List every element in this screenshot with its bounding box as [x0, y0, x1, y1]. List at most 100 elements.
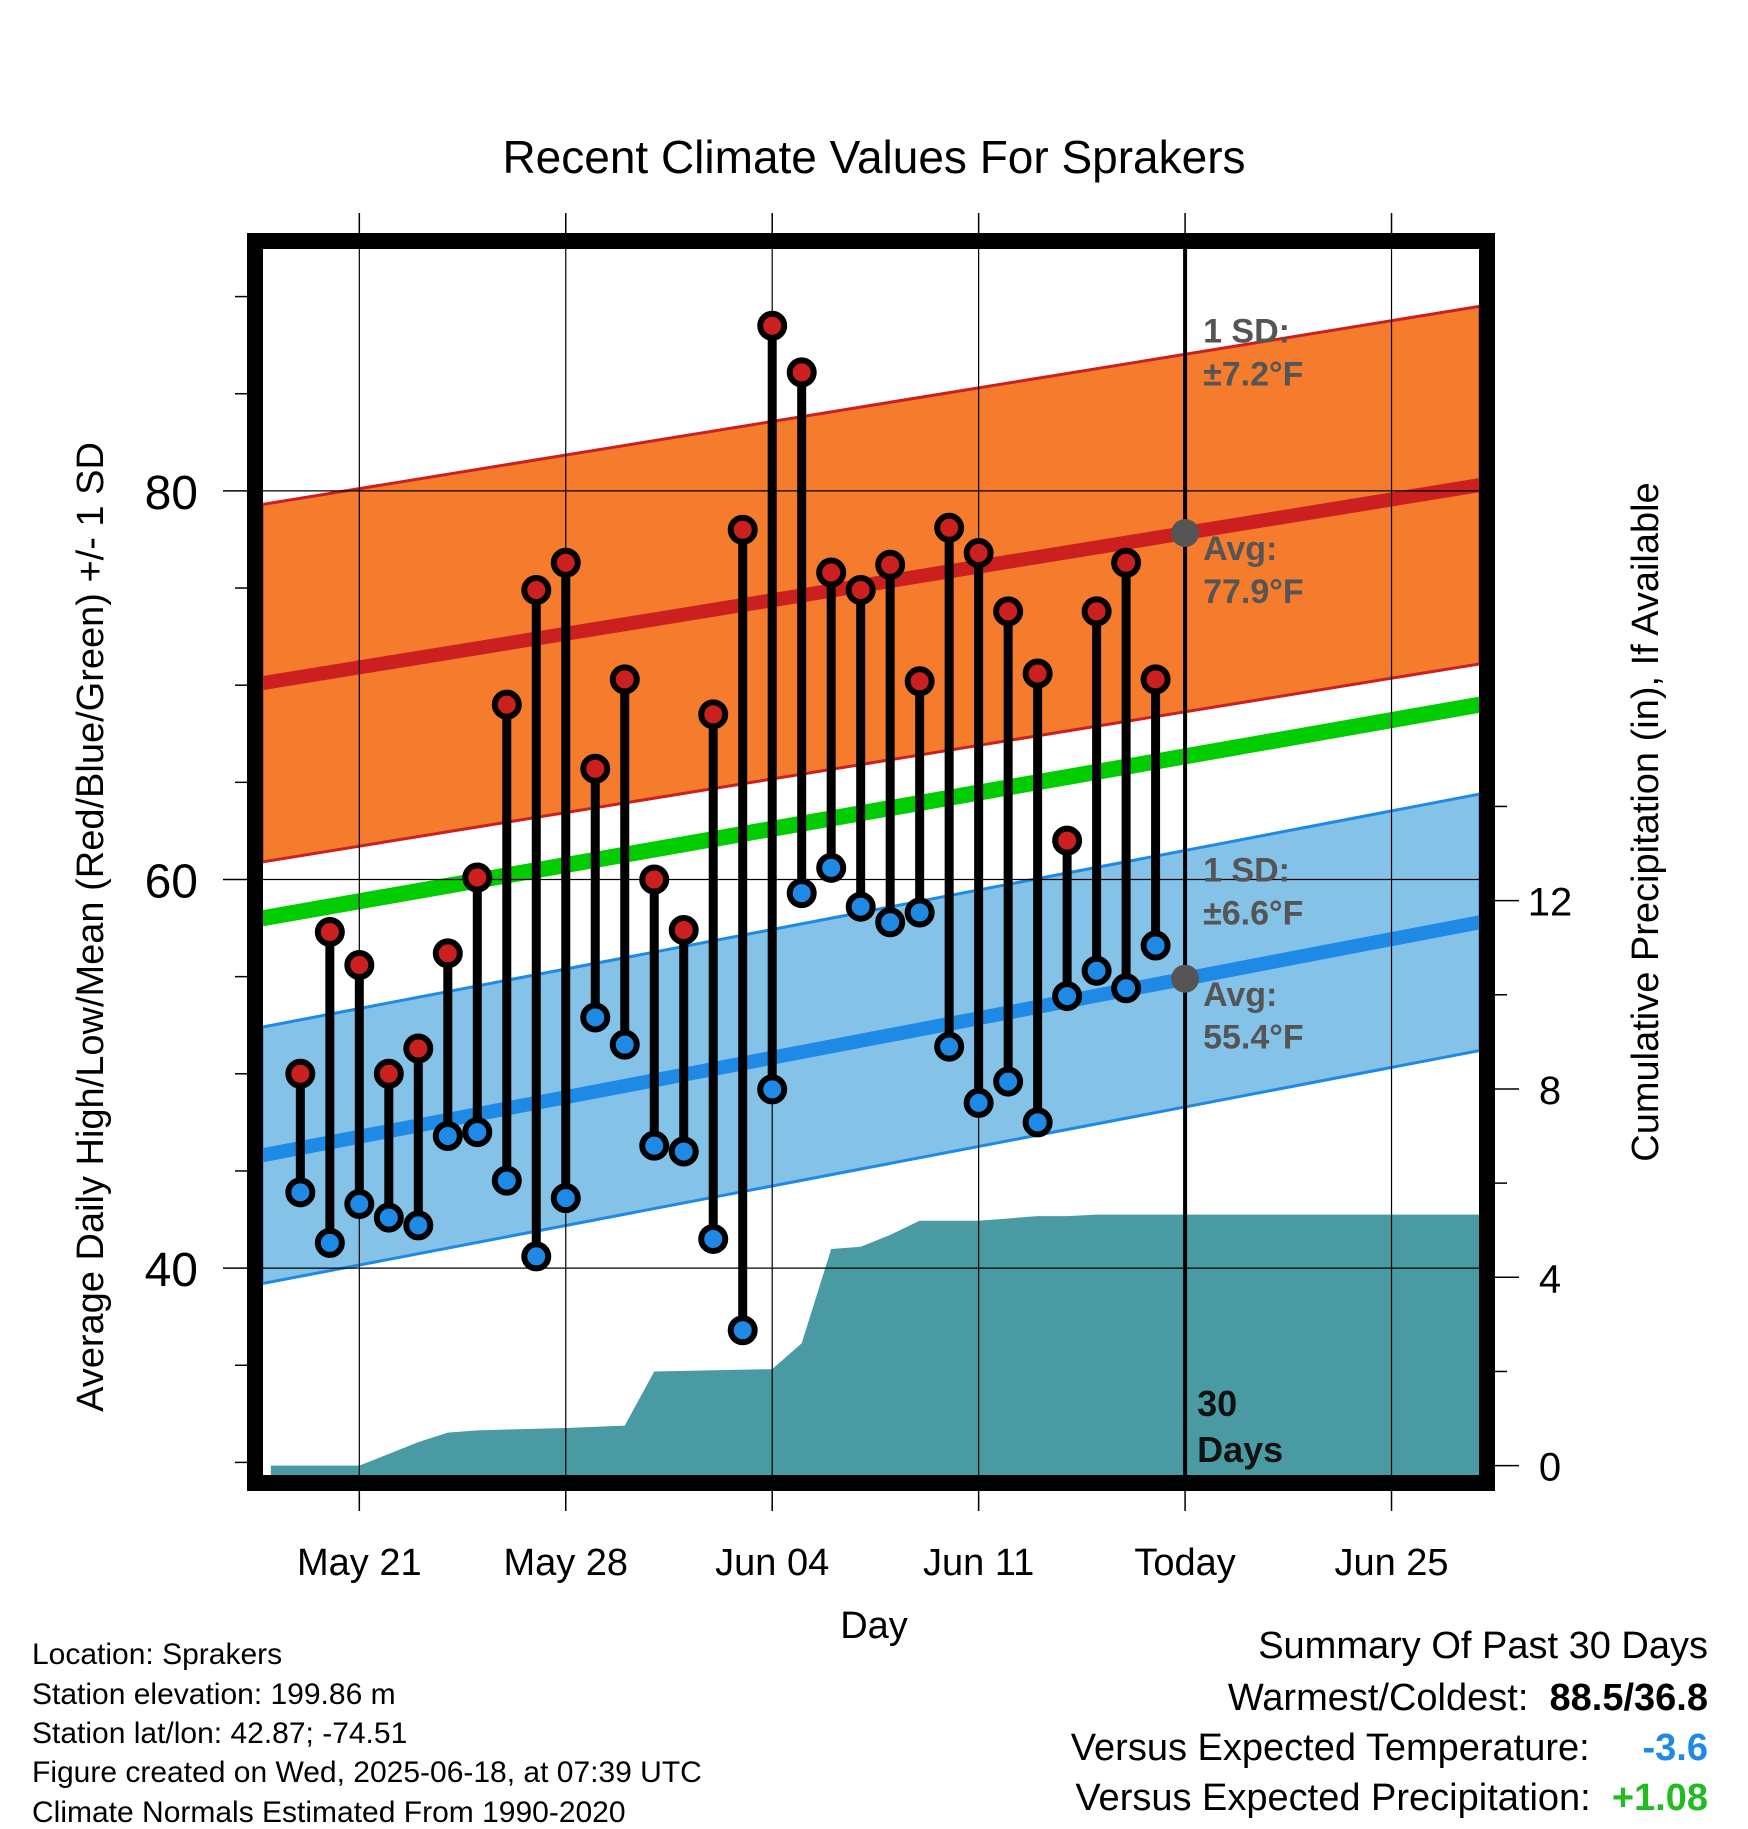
summary-temp: Versus Expected Temperature: -3.6 — [1071, 1729, 1708, 1767]
info-elevation: Station elevation: 199.86 m — [32, 1678, 396, 1711]
y2-axis-label: Cumulative Precipitation (in), If Availa… — [1625, 482, 1667, 1161]
daily-low-marker — [609, 1029, 640, 1060]
daily-low-marker — [314, 1227, 345, 1258]
daily-high-marker — [462, 862, 493, 893]
daily-high-marker — [727, 514, 758, 545]
temp-label: Versus Expected Temperature: — [1070, 1727, 1590, 1769]
high-sd-label: 1 SD: — [1203, 313, 1290, 351]
high-avg-value: 77.9°F — [1203, 573, 1304, 611]
daily-low-marker — [698, 1223, 729, 1254]
info-latlon: Station lat/lon: 42.87; -74.51 — [32, 1717, 408, 1750]
daily-high-marker — [344, 949, 375, 980]
daily-low-marker — [727, 1315, 758, 1346]
daily-low-marker — [580, 1002, 611, 1033]
low-avg-value: 55.4°F — [1203, 1019, 1304, 1057]
daily-high-marker — [639, 864, 670, 895]
high-avg-label: Avg: — [1203, 530, 1277, 568]
daily-low-marker — [521, 1241, 552, 1272]
daily-low-marker — [344, 1188, 375, 1219]
low-sd-value: ±6.6°F — [1203, 894, 1303, 932]
info-location: Location: Sprakers — [32, 1638, 283, 1671]
y-tick-label: 60 — [145, 855, 198, 908]
daily-high-marker — [403, 1033, 434, 1064]
daily-high-marker — [609, 664, 640, 695]
daily-low-marker — [757, 1074, 788, 1105]
temp-value: -3.6 — [1642, 1727, 1708, 1769]
x-axis-label: Day — [840, 1605, 908, 1647]
daily-high-marker — [786, 357, 817, 388]
x-tick-label: Jun 25 — [1334, 1542, 1448, 1584]
daily-high-marker — [668, 915, 699, 946]
daily-high-marker — [314, 916, 345, 947]
daily-low-marker — [875, 907, 906, 938]
x-tick-label: May 28 — [503, 1542, 628, 1584]
daily-high-marker — [875, 549, 906, 580]
daily-low-marker — [786, 878, 817, 909]
info-created: Figure created on Wed, 2025-06-18, at 07… — [32, 1756, 702, 1789]
warm-cold-label: Warmest/Coldest: — [1227, 1677, 1529, 1719]
summary-precip: Versus Expected Precipitation: +1.08 — [1075, 1779, 1708, 1817]
warm-cold-value: 88.5/36.8 — [1549, 1677, 1708, 1719]
daily-low-marker — [373, 1202, 404, 1233]
daily-high-marker — [491, 689, 522, 720]
daily-high-marker — [1052, 825, 1083, 856]
daily-high-marker — [521, 574, 552, 605]
daily-low-marker — [1081, 955, 1112, 986]
daily-low-marker — [904, 897, 935, 928]
daily-low-marker — [432, 1120, 463, 1151]
daily-low-marker — [1022, 1107, 1053, 1138]
y2-tick-label: 12 — [1528, 881, 1573, 925]
daily-high-marker — [698, 699, 729, 730]
today-high-avg-marker — [1171, 519, 1200, 548]
y-tick-label: 80 — [145, 467, 198, 520]
daily-high-marker — [432, 938, 463, 969]
daily-high-marker — [904, 666, 935, 697]
daily-low-marker — [550, 1183, 581, 1214]
precip-area — [270, 1214, 1480, 1476]
x-tick-label: Jun 11 — [923, 1542, 1034, 1584]
today-days-label-text: Days — [1197, 1429, 1283, 1470]
x-tick-label: May 21 — [297, 1542, 422, 1584]
daily-high-marker — [816, 557, 847, 588]
daily-low-marker — [816, 852, 847, 883]
x-tick-label: Today — [1134, 1542, 1235, 1584]
y2-tick-label: 0 — [1539, 1446, 1561, 1490]
daily-high-marker — [373, 1058, 404, 1089]
daily-high-marker — [1081, 596, 1112, 627]
x-tick-label: Jun 04 — [715, 1542, 829, 1584]
summary-heading: Summary Of Past 30 Days — [1258, 1625, 1708, 1667]
daily-low-marker — [285, 1177, 316, 1208]
daily-high-marker — [1111, 547, 1142, 578]
chart-title: Recent Climate Values For Sprakers — [502, 131, 1246, 183]
normal-low-line — [262, 915, 1480, 1163]
daily-low-marker — [668, 1136, 699, 1167]
daily-high-marker — [757, 310, 788, 341]
daily-high-marker — [934, 512, 965, 543]
daily-low-marker — [1052, 981, 1083, 1012]
high-sd-value: ±7.2°F — [1203, 355, 1303, 393]
y-axis-label: Average Daily High/Low/Mean (Red/Blue/Gr… — [70, 442, 112, 1412]
daily-low-marker — [462, 1117, 493, 1148]
daily-low-marker — [963, 1087, 994, 1118]
daily-low-marker — [993, 1066, 1024, 1097]
daily-high-marker — [963, 538, 994, 569]
y2-tick-label: 4 — [1539, 1257, 1561, 1301]
daily-low-marker — [934, 1031, 965, 1062]
daily-low-marker — [1140, 930, 1171, 961]
low-sd-label: 1 SD: — [1203, 852, 1290, 890]
info-normals: Climate Normals Estimated From 1990-2020 — [32, 1796, 626, 1829]
daily-high-marker — [580, 753, 611, 784]
daily-high-marker — [550, 547, 581, 578]
y2-tick-label: 8 — [1539, 1069, 1561, 1113]
today-low-avg-marker — [1171, 964, 1200, 993]
y-tick-label: 40 — [145, 1244, 198, 1297]
today-days-label-number: 30 — [1197, 1383, 1237, 1424]
daily-low-marker — [1111, 973, 1142, 1004]
daily-high-marker — [993, 596, 1024, 627]
plot-frame — [247, 233, 1495, 1491]
daily-low-marker — [845, 891, 876, 922]
low-avg-label: Avg: — [1203, 976, 1277, 1014]
precip-label: Versus Expected Precipitation: — [1075, 1777, 1591, 1819]
precip-value: +1.08 — [1611, 1777, 1708, 1819]
